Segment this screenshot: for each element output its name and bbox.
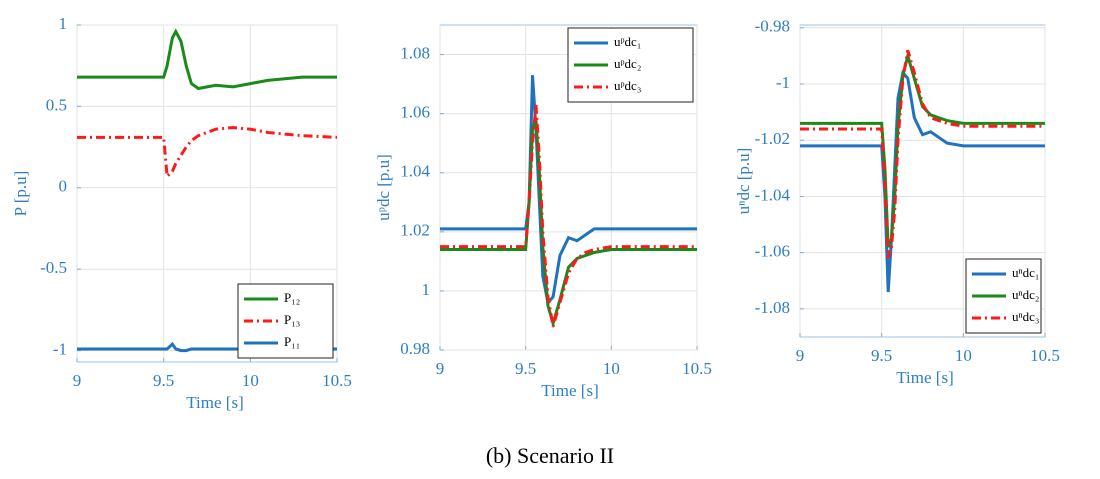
- x-tick-label: 9.5: [153, 371, 174, 390]
- y-tick-label: -1.06: [755, 242, 790, 261]
- legend: uⁿdc₁ uⁿdc₂ uⁿdc₃: [965, 258, 1042, 334]
- y-tick-label: 1.06: [400, 103, 430, 122]
- legend-box: [237, 283, 334, 359]
- legend-label: P₁₁: [284, 334, 300, 349]
- series-line: [800, 49, 1045, 259]
- x-tick-label: 9.5: [515, 359, 536, 378]
- series-line: [77, 126, 338, 180]
- y-tick-label: 1.08: [400, 43, 430, 62]
- x-tick-label: 10.5: [682, 359, 712, 378]
- series-line: [440, 75, 697, 307]
- x-tick-label: 10.5: [1030, 346, 1060, 365]
- y-tick-label: 1.04: [400, 162, 430, 181]
- series-line: [77, 28, 337, 91]
- x-tick-label: 10.5: [322, 371, 352, 390]
- x-tick-label: 10: [242, 371, 259, 390]
- legend-label: uᵖdc₃: [614, 78, 641, 93]
- y-tick-label: 0.98: [400, 339, 430, 358]
- y-axis-label: uⁿdc [p.u]: [734, 148, 753, 215]
- x-axis-label: Time [s]: [186, 393, 243, 412]
- x-axis-label: Time [s]: [896, 368, 953, 387]
- y-tick-label: -1: [53, 340, 67, 359]
- legend-label: P₁₃: [284, 312, 300, 327]
- x-tick-label: 10: [603, 359, 620, 378]
- y-tick-label: 1: [59, 14, 68, 33]
- y-tick-label: -1.08: [755, 298, 790, 317]
- x-axis-label: Time [s]: [541, 381, 598, 400]
- x-tick-label: 9: [796, 346, 805, 365]
- legend: uᵖdc₁ uᵖdc₂ uᵖdc₃: [567, 27, 694, 103]
- legend-label: uᵖdc₁: [614, 34, 641, 49]
- y-tick-label: 1.02: [400, 221, 430, 240]
- series-line: [800, 69, 1045, 293]
- x-tick-label: 9: [436, 359, 445, 378]
- y-tick-label: 1: [422, 280, 431, 299]
- y-tick-label: -0.98: [755, 17, 790, 36]
- x-tick-label: 9.5: [871, 346, 892, 365]
- y-tick-label: -1: [776, 73, 790, 92]
- legend-label: P₁₂: [284, 290, 300, 305]
- legend-label: uⁿdc₃: [1012, 309, 1039, 324]
- y-tick-label: -1.04: [755, 185, 791, 204]
- y-axis-label: P [p.u]: [11, 171, 30, 217]
- x-tick-label: 9: [73, 371, 82, 390]
- x-tick-label: 10: [955, 346, 972, 365]
- legend-label: uⁿdc₂: [1012, 287, 1039, 302]
- y-tick-label: -0.5: [40, 258, 67, 277]
- y-tick-label: 0.5: [46, 95, 67, 114]
- legend-label: uᵖdc₂: [614, 56, 641, 71]
- legend-label: uⁿdc₁: [1012, 265, 1039, 280]
- series-line: [440, 104, 697, 327]
- y-axis-label: uᵖdc [p.u]: [374, 154, 393, 221]
- legend: P₁₂ P₁₃ P₁₁: [237, 283, 334, 359]
- y-tick-label: -1.02: [755, 129, 790, 148]
- y-tick-label: 0: [59, 177, 68, 196]
- caption: (b) Scenario II: [486, 443, 614, 468]
